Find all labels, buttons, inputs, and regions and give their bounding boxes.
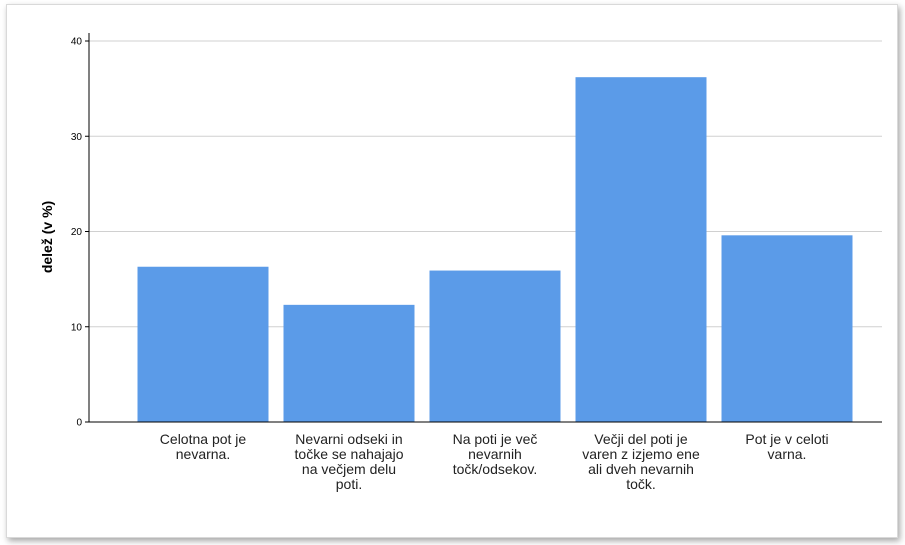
y-tick-label: 40 xyxy=(71,37,83,48)
x-tick-label: Večji del poti je varen z izjemo ene ali d… xyxy=(582,431,700,492)
bars xyxy=(137,77,853,422)
x-tick-label-line: varen z izjemo ene xyxy=(582,446,700,462)
y-ticks: 0 10 20 30 40 xyxy=(71,37,89,429)
y-tick-label: 10 xyxy=(71,322,83,333)
x-tick-label-line: Celotna pot je xyxy=(160,431,247,447)
bar-chart: 0 10 20 30 40 Celotna pot je nevarna. Nevarni … xyxy=(39,33,882,492)
y-axis-label: delež (v %) xyxy=(39,201,55,273)
x-tick-label-line: točk/odsekov. xyxy=(453,461,538,477)
x-tick-label-line: Na poti je več xyxy=(453,431,538,447)
x-tick-label-line: Nevarni odseki in xyxy=(295,431,402,447)
x-tick-label-line: nevarna. xyxy=(176,446,230,462)
bar xyxy=(137,266,269,422)
x-tick-label-line: nevarnih xyxy=(468,446,522,462)
x-tick-label-line: varna. xyxy=(768,446,807,462)
x-tick-label: Nevarni odseki in točke se nahajajo na več… xyxy=(295,431,404,492)
x-tick-label-line: poti. xyxy=(336,476,362,492)
bar xyxy=(575,77,707,422)
chart-frame: 0 10 20 30 40 Celotna pot je nevarna. Nevarni … xyxy=(6,4,898,538)
x-tick-label: Na poti je več nevarnih točk/odsekov. xyxy=(453,431,538,477)
x-tick-label-line: točke se nahajajo xyxy=(295,446,404,462)
x-tick-label-line: točk. xyxy=(626,476,656,492)
x-tick-label: Pot je v celoti varna. xyxy=(745,431,828,462)
x-tick-label: Celotna pot je nevarna. xyxy=(160,431,247,462)
x-tick-label-line: Večji del poti je xyxy=(594,431,688,447)
x-tick-label-line: Pot je v celoti xyxy=(745,431,828,447)
bar xyxy=(721,235,853,422)
x-ticks: Celotna pot je nevarna.Nevarni odseki in t… xyxy=(160,431,829,492)
bar xyxy=(283,304,415,422)
y-tick-label: 0 xyxy=(76,418,82,429)
x-tick-label-line: ali dveh nevarnih xyxy=(588,461,694,477)
x-tick-label-line: na večjem delu xyxy=(302,461,396,477)
y-tick-label: 30 xyxy=(71,132,83,143)
bar xyxy=(429,270,561,422)
y-tick-label: 20 xyxy=(71,227,83,238)
